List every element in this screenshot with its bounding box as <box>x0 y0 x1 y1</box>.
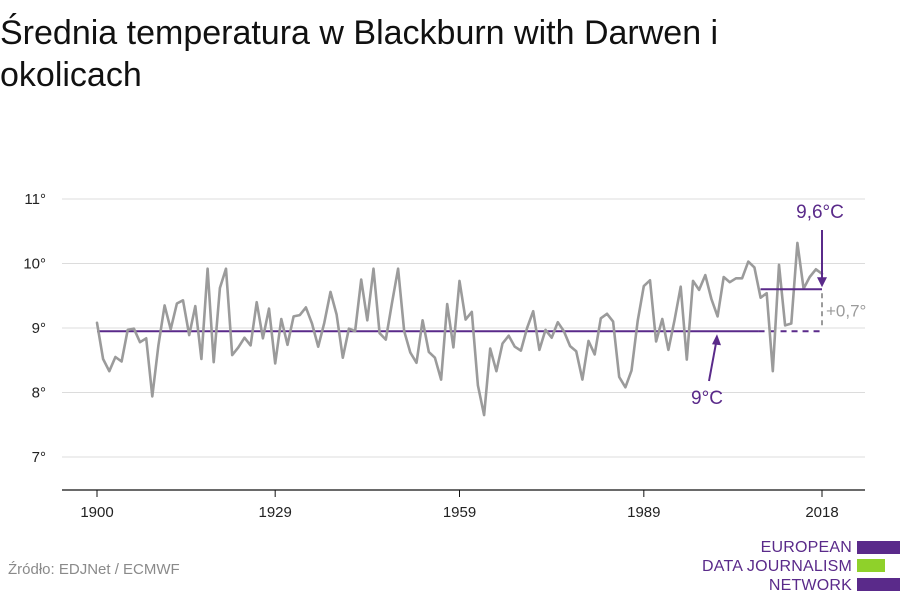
baseline-arrow-head <box>712 334 721 346</box>
chart-title: Średnia temperatura w Blackburn with Dar… <box>0 14 719 94</box>
y-tick-labels: 7° 8° 9° 10° 11° <box>23 191 46 466</box>
recent-arrow-head <box>817 277 827 288</box>
x-tick-label-1989: 1989 <box>627 504 660 521</box>
logo-line-2: DATA JOURNALISM <box>702 558 852 575</box>
recent-mean-label: 9,6°C <box>796 202 844 223</box>
y-tick-label-11: 11° <box>24 191 46 208</box>
series-line-0 <box>95 241 824 417</box>
y-tick-label-9: 9° <box>32 320 46 337</box>
x-tick-label-1900: 1900 <box>80 504 113 521</box>
baseline-arrow-shaft <box>708 343 717 382</box>
x-tick-label-2018: 2018 <box>805 504 838 521</box>
x-axis: 1900 1929 1959 1989 2018 <box>62 489 865 521</box>
difference-label: +0,7° <box>826 301 866 320</box>
grid-lines <box>62 198 865 458</box>
logo-line-1: EUROPEAN <box>760 539 852 556</box>
x-tick-label-1959: 1959 <box>443 504 476 521</box>
baseline-label: 9°C <box>691 388 723 409</box>
x-tick-label-1929: 1929 <box>258 504 291 521</box>
series-group <box>95 241 824 417</box>
y-tick-label-7: 7° <box>32 449 46 466</box>
logo-bar-green <box>857 559 885 572</box>
source-note: Źródło: EDJNet / ECMWF <box>8 561 180 578</box>
logo-line-3: NETWORK <box>768 577 852 594</box>
y-tick-label-10: 10° <box>23 256 46 273</box>
annotation-group: +0,7° 9,6°C 9°C <box>691 202 866 409</box>
logo-bar-purple-top <box>857 541 900 554</box>
y-tick-label-8: 8° <box>32 385 46 402</box>
logo-bar-purple-bottom <box>857 578 900 591</box>
edjnet-logo[interactable]: EUROPEAN DATA JOURNALISM NETWORK <box>700 538 900 600</box>
